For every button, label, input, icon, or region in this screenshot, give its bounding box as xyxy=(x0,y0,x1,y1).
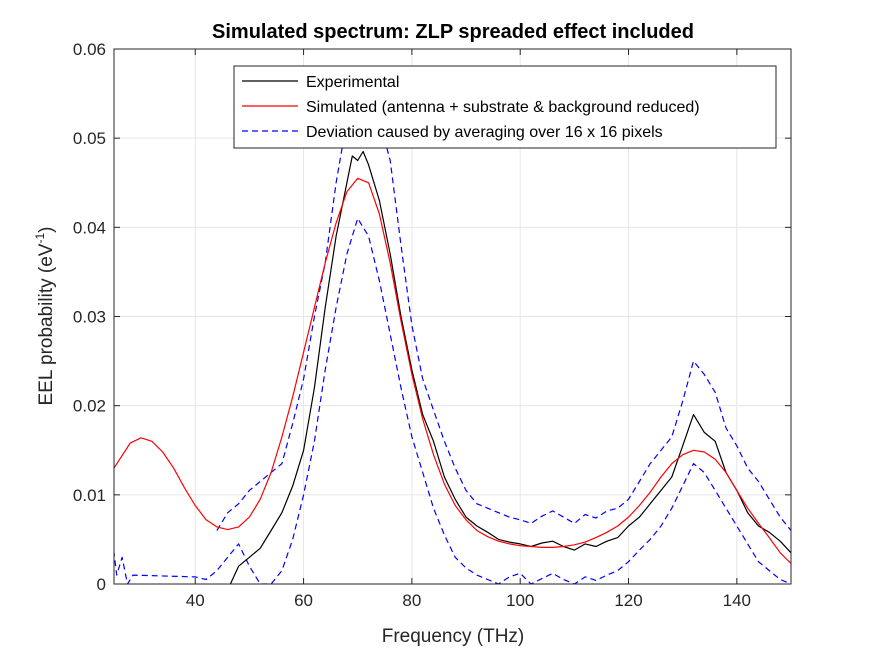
y-axis-label-close: ) xyxy=(36,227,57,233)
x-axis-label: Frequency (THz) xyxy=(382,626,525,647)
y-tick-label: 0.06 xyxy=(73,40,106,59)
y-tick-label: 0.04 xyxy=(73,218,106,237)
x-tick-label: 60 xyxy=(294,591,313,610)
legend-box xyxy=(233,65,777,149)
axis-ticks: 40 60 80 100 120 140 0 0.01 0.02 0.03 0.04 0.05 0.06 xyxy=(73,40,791,610)
y-axis-label: EEL probability (eV-1) xyxy=(33,227,57,406)
x-tick-label: 80 xyxy=(402,591,421,610)
y-axis-label-main: EEL probability (eV xyxy=(36,243,57,405)
legend-label-1: Simulated (antenna + substrate & backgro… xyxy=(306,99,700,116)
legend: Experimental Simulated (antenna + substra… xyxy=(233,65,777,149)
series-line-1 xyxy=(114,177,791,564)
y-tick-label: 0.01 xyxy=(73,486,106,505)
series-line-0 xyxy=(229,150,791,584)
x-tick-label: 140 xyxy=(723,591,751,610)
y-axis-label-superscript: -1 xyxy=(33,233,47,244)
series-layer xyxy=(114,97,791,584)
y-tick-label: 0.02 xyxy=(73,397,106,416)
x-tick-label: 40 xyxy=(186,591,205,610)
x-tick-label: 100 xyxy=(506,591,534,610)
legend-entries: Experimental Simulated (antenna + substra… xyxy=(242,74,700,141)
legend-label-0: Experimental xyxy=(306,74,399,91)
y-tick-label: 0.05 xyxy=(73,129,106,148)
chart-title: Simulated spectrum: ZLP spreaded effect … xyxy=(212,21,694,43)
series-line-2 xyxy=(216,97,791,531)
y-tick-label: 0.03 xyxy=(73,308,106,327)
x-tick-label: 120 xyxy=(614,591,642,610)
y-tick-label: 0 xyxy=(97,575,106,594)
legend-label-2: Deviation caused by averaging over 16 x … xyxy=(306,124,663,141)
